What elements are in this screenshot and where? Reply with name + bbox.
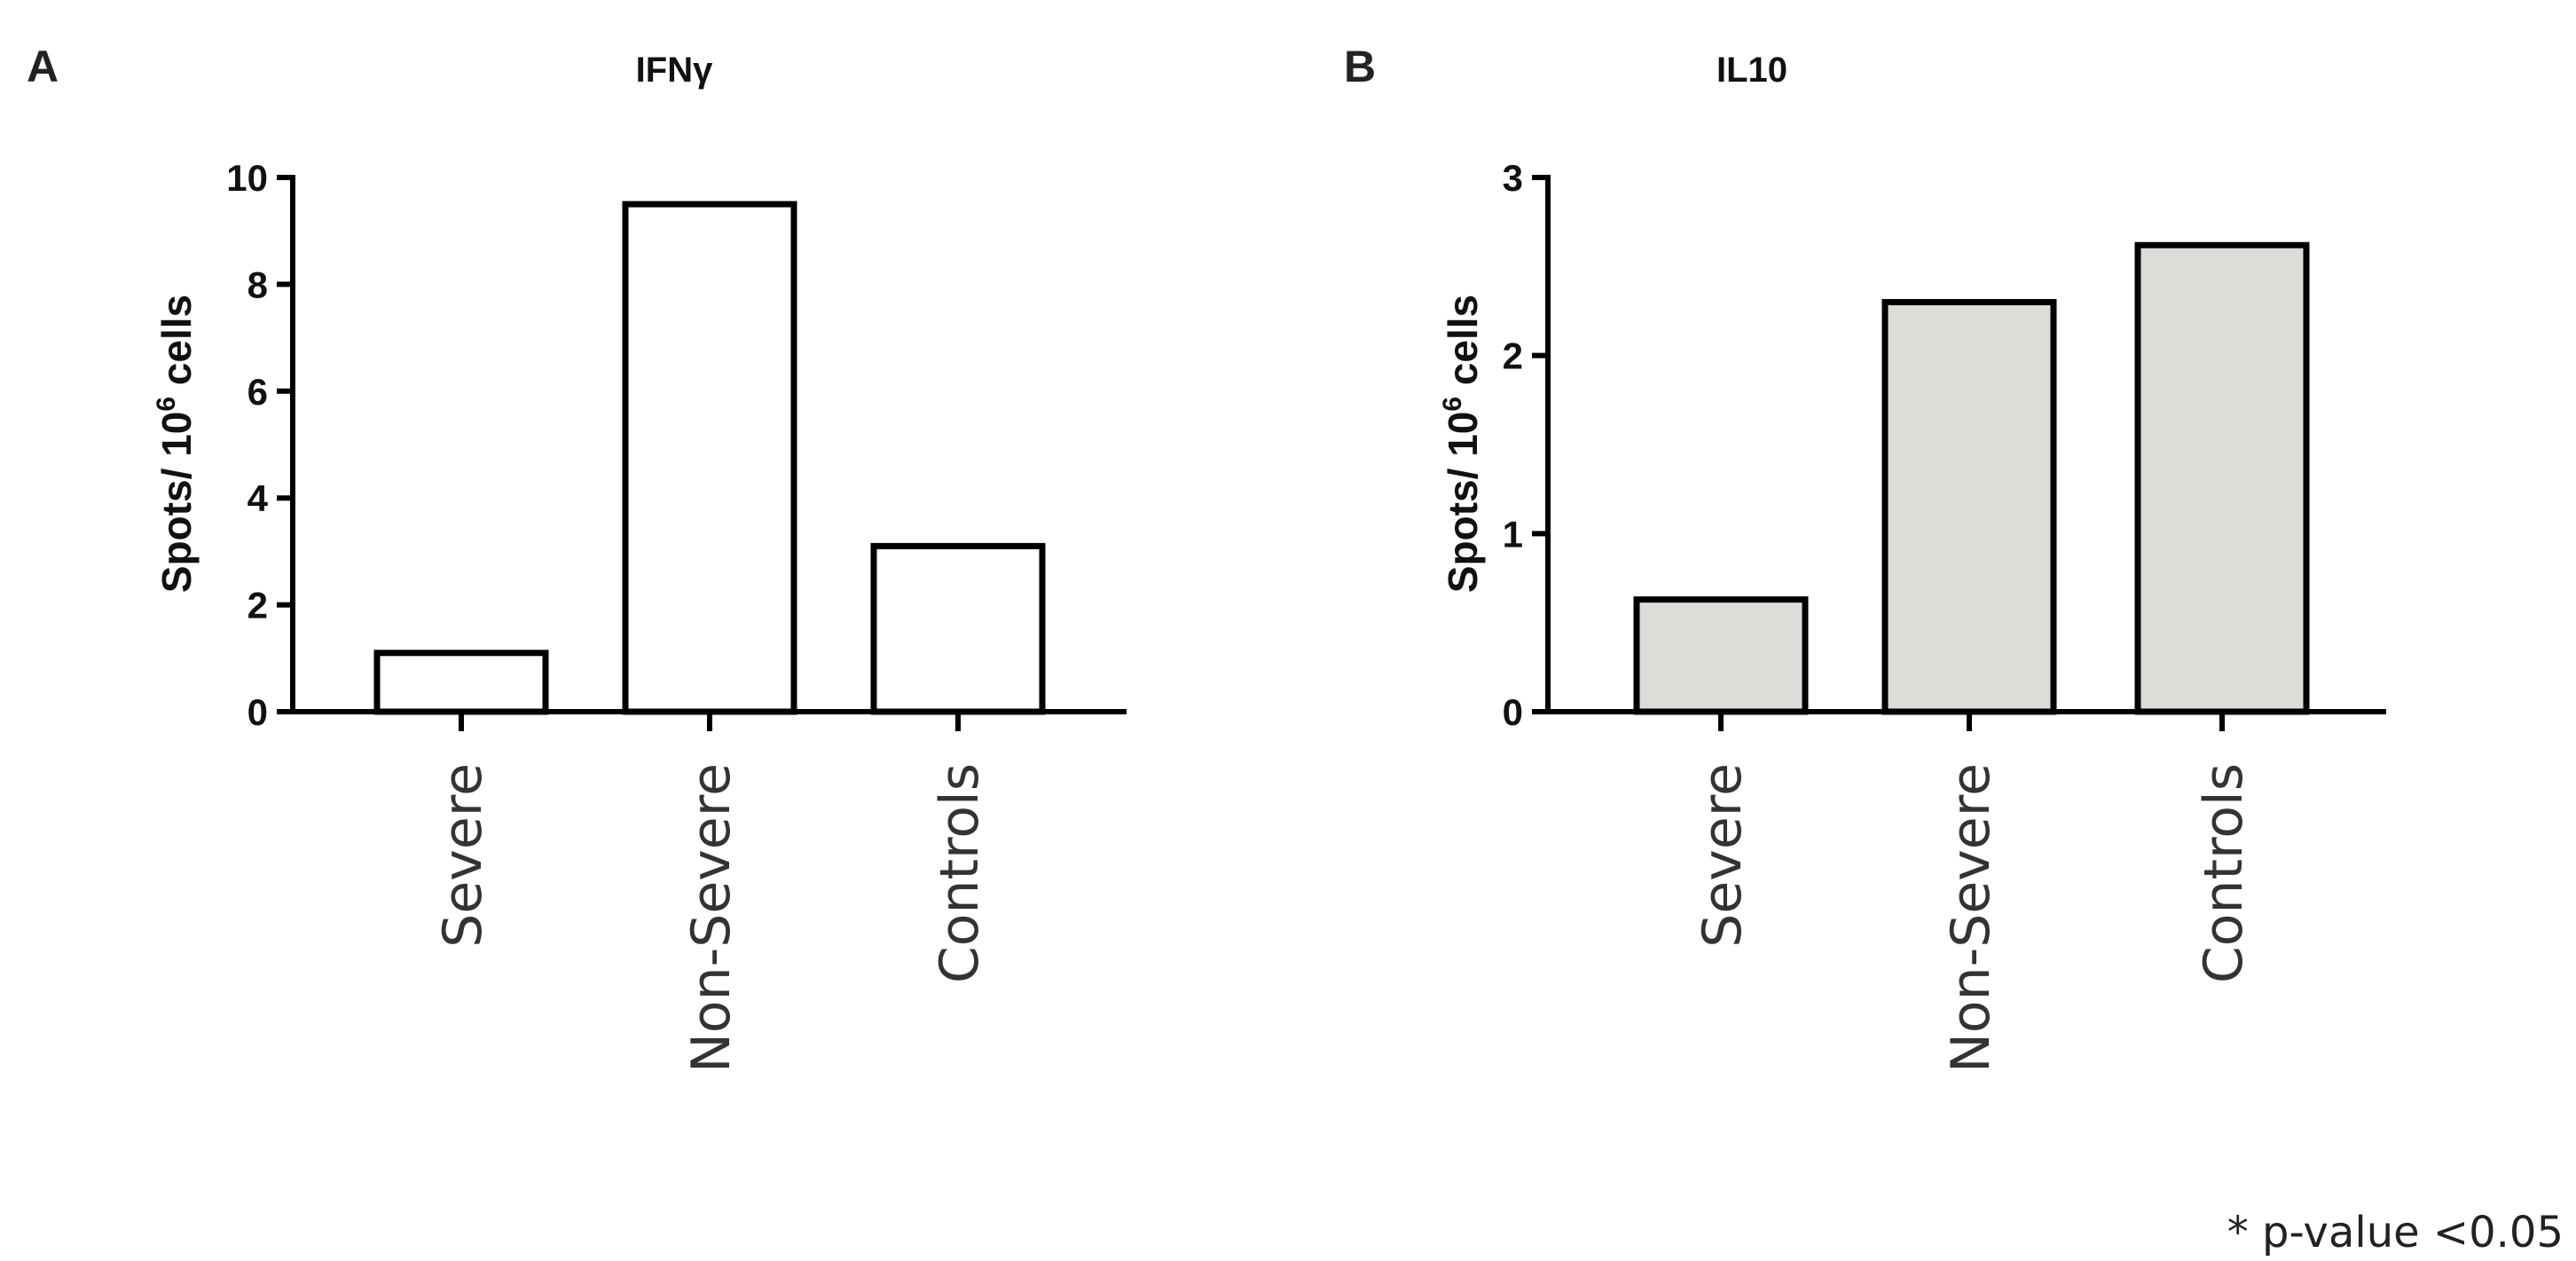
y-axis-label: Spots/ 106 cells	[1438, 295, 1486, 593]
chart-title: IL10	[1716, 51, 1787, 90]
x-tick-label: Severe	[1692, 763, 1754, 948]
y-tick-label: 1	[1503, 513, 1523, 555]
panel-b-chart: B IL10 Spots/ 106 cells 0 1 2 3 Severe Non-Sever…	[1344, 42, 2386, 1073]
y-tick-label: 2	[247, 585, 268, 627]
bar-controls	[870, 542, 1046, 715]
panel-a-chart: A IFNγ Spots/ 106 cells 0 2 4 6 8 10 Severe Non-Se…	[27, 42, 1127, 1073]
y-tick-label: 0	[247, 691, 268, 733]
bar-severe	[373, 650, 549, 715]
bar-non-severe	[622, 201, 797, 715]
x-tick-label: Controls	[2193, 763, 2255, 983]
y-axis-label: Spots/ 106 cells	[152, 295, 200, 593]
bar-severe	[1633, 596, 1809, 715]
bar-controls	[2134, 241, 2310, 715]
x-tick-label: Non-Severe	[1940, 763, 2002, 1073]
y-tick-label: 4	[247, 477, 269, 519]
y-tick-label: 6	[247, 371, 268, 413]
panel-letter: A	[27, 42, 59, 91]
x-tick-label: Severe	[432, 763, 494, 948]
y-tick-label: 0	[1503, 691, 1523, 733]
bar-non-severe	[1881, 298, 2057, 715]
y-tick-label: 10	[226, 157, 268, 199]
footnote: * p-value <0.05	[2227, 1208, 2564, 1257]
y-tick-label: 8	[247, 264, 268, 305]
x-tick-label: Controls	[929, 763, 991, 983]
y-tick-label: 3	[1503, 157, 1523, 199]
x-tick-label: Non-Severe	[680, 763, 742, 1073]
chart-title: IFNγ	[636, 51, 713, 90]
y-tick-label: 2	[1503, 335, 1523, 377]
panel-letter: B	[1344, 42, 1376, 91]
